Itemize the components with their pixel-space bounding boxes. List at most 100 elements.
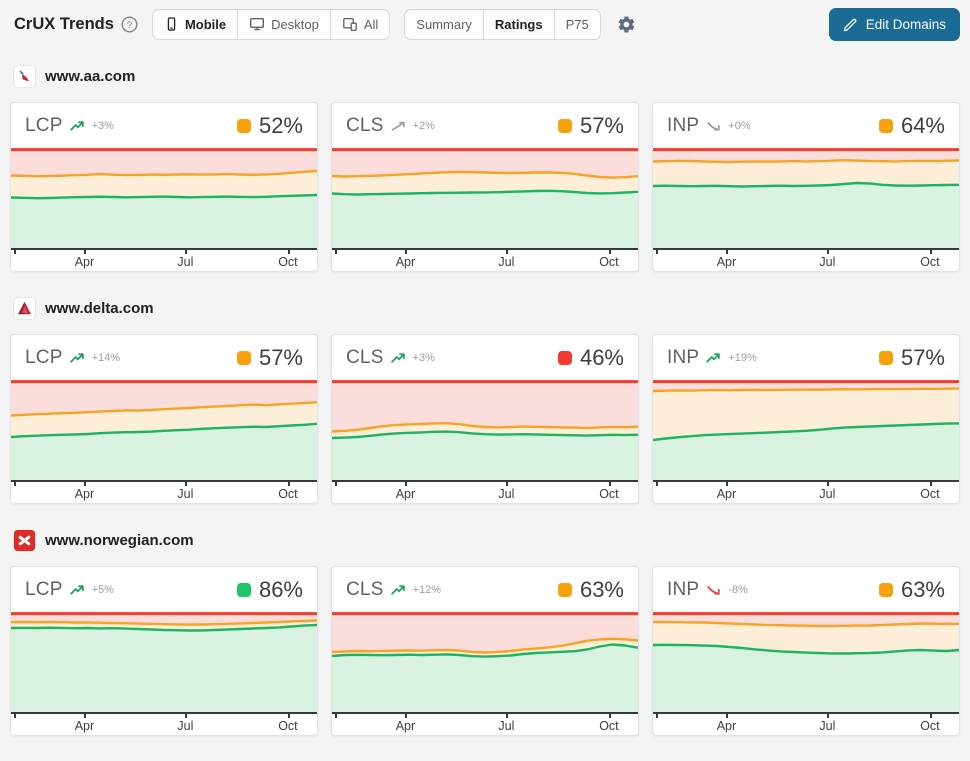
trend-up-icon [69, 352, 84, 363]
axis-tick [185, 482, 188, 486]
trend-up-icon [69, 584, 84, 595]
rating-trend-chart[interactable] [653, 148, 959, 248]
x-tick-label: Jul [819, 719, 836, 733]
axis-tick [656, 714, 659, 718]
axis-tick [185, 714, 188, 718]
x-axis: Apr Jul Oct [11, 480, 317, 503]
rating-trend-chart[interactable] [332, 612, 638, 712]
trend-delta: -8% [728, 583, 748, 596]
x-tick-label: Apr [716, 487, 737, 501]
metric-label: LCP [25, 346, 63, 368]
axis-tick [929, 714, 932, 718]
axis-tick [929, 250, 932, 254]
trend-up-icon [69, 120, 84, 131]
rating-value: 46% [579, 344, 624, 370]
axis-tick [405, 482, 408, 486]
domain-name: www.norwegian.com [45, 531, 194, 549]
trend-delta: +3% [412, 351, 435, 364]
domain-header: www.aa.com [14, 62, 960, 90]
axis-tick [287, 482, 290, 486]
axis-tick [14, 250, 17, 254]
phone-icon [164, 16, 179, 32]
x-axis: Apr Jul Oct [11, 248, 317, 271]
view-toggle-ratings[interactable]: Ratings [482, 9, 554, 39]
x-tick-label: Apr [74, 719, 95, 733]
trend-up-icon [390, 352, 405, 363]
axis-tick [84, 714, 87, 718]
metric-label: LCP [25, 578, 63, 600]
domain-name: www.aa.com [45, 67, 136, 85]
title-wrap: CrUX Trends ? [14, 15, 138, 34]
x-tick-label: Oct [920, 719, 940, 733]
device-toggle: Mobile Desktop All [151, 8, 391, 40]
rating-trend-chart[interactable] [332, 148, 638, 248]
trend-delta: +0% [728, 119, 751, 132]
x-tick-label: Jul [498, 487, 515, 501]
axis-tick [405, 714, 408, 718]
card-header: LCP +5% 86% [11, 567, 317, 612]
rating-value: 63% [900, 576, 945, 602]
axis-tick [726, 714, 729, 718]
view-toggle-summary[interactable]: Summary [405, 10, 483, 39]
device-toggle-mobile[interactable]: Mobile [153, 10, 237, 39]
settings-gear-button[interactable] [615, 13, 638, 36]
rating-trend-chart[interactable] [332, 380, 638, 480]
rating-value: 57% [900, 344, 945, 370]
x-tick-label: Oct [278, 487, 298, 501]
axis-tick [827, 482, 830, 486]
rating-trend-chart[interactable] [653, 612, 959, 712]
x-tick-label: Oct [920, 487, 940, 501]
axis-tick [656, 250, 659, 254]
metric-label: INP [667, 114, 700, 136]
rating-badge [878, 582, 893, 597]
gear-icon [617, 15, 636, 34]
axis-tick [405, 250, 408, 254]
x-tick-label: Apr [395, 487, 416, 501]
metric-label: INP [667, 578, 700, 600]
metric-label: CLS [346, 114, 384, 136]
norwegian-favicon [14, 529, 35, 551]
x-axis: Apr Jul Oct [653, 248, 959, 271]
rating-trend-chart[interactable] [11, 380, 317, 480]
devices-icon [342, 16, 358, 32]
trend-delta: +14% [91, 351, 121, 364]
axis-tick [185, 250, 188, 254]
x-tick-label: Oct [599, 255, 619, 269]
card-header: INP -8% 63% [653, 567, 959, 612]
x-tick-label: Oct [278, 719, 298, 733]
trend-down-icon [707, 585, 720, 595]
axis-tick [506, 250, 509, 254]
card-grid: LCP +5% 86% Apr Jul Oct [10, 566, 960, 736]
rating-badge [236, 118, 251, 133]
x-tick-label: Jul [819, 255, 836, 269]
axis-tick [608, 250, 611, 254]
device-toggle-all[interactable]: All [329, 9, 389, 39]
axis-tick [726, 482, 729, 486]
help-icon[interactable]: ? [121, 15, 138, 33]
edit-domains-button[interactable]: Edit Domains [828, 7, 960, 41]
delta-favicon [14, 297, 35, 319]
x-tick-label: Apr [716, 255, 737, 269]
axis-tick [84, 250, 87, 254]
axis-tick [14, 714, 17, 718]
view-toggle: Summary Ratings P75 [404, 8, 601, 40]
axis-tick [656, 482, 659, 486]
axis-tick [827, 714, 830, 718]
x-tick-label: Oct [599, 487, 619, 501]
metric-label: CLS [346, 578, 384, 600]
metric-label: LCP [25, 114, 63, 136]
rating-trend-chart[interactable] [11, 612, 317, 712]
metric-card-norwegian-inp: INP -8% 63% Apr Jul Oct [652, 566, 960, 736]
rating-badge [236, 582, 251, 597]
metric-card-delta-cls: CLS +3% 46% Apr Jul Oct [331, 334, 639, 504]
rating-trend-chart[interactable] [653, 380, 959, 480]
axis-tick [608, 714, 611, 718]
view-toggle-p75[interactable]: P75 [553, 9, 600, 39]
card-header: LCP +3% 52% [11, 103, 317, 148]
rating-trend-chart[interactable] [11, 148, 317, 248]
device-toggle-all-label: All [363, 16, 379, 32]
rating-badge [557, 118, 572, 133]
page-title: CrUX Trends [14, 14, 114, 33]
metric-card-aa-inp: INP +0% 64% Apr Jul Oct [652, 102, 960, 272]
device-toggle-desktop[interactable]: Desktop [237, 9, 330, 39]
